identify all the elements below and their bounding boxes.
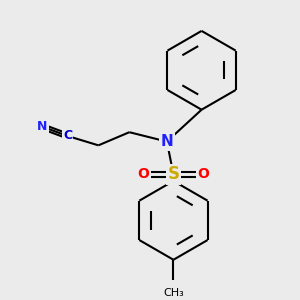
- Text: O: O: [197, 167, 209, 182]
- Text: N: N: [160, 134, 173, 149]
- Text: N: N: [37, 120, 47, 133]
- Text: O: O: [137, 167, 149, 182]
- Text: CH₃: CH₃: [163, 288, 184, 298]
- Text: S: S: [167, 165, 179, 183]
- Text: C: C: [63, 130, 72, 142]
